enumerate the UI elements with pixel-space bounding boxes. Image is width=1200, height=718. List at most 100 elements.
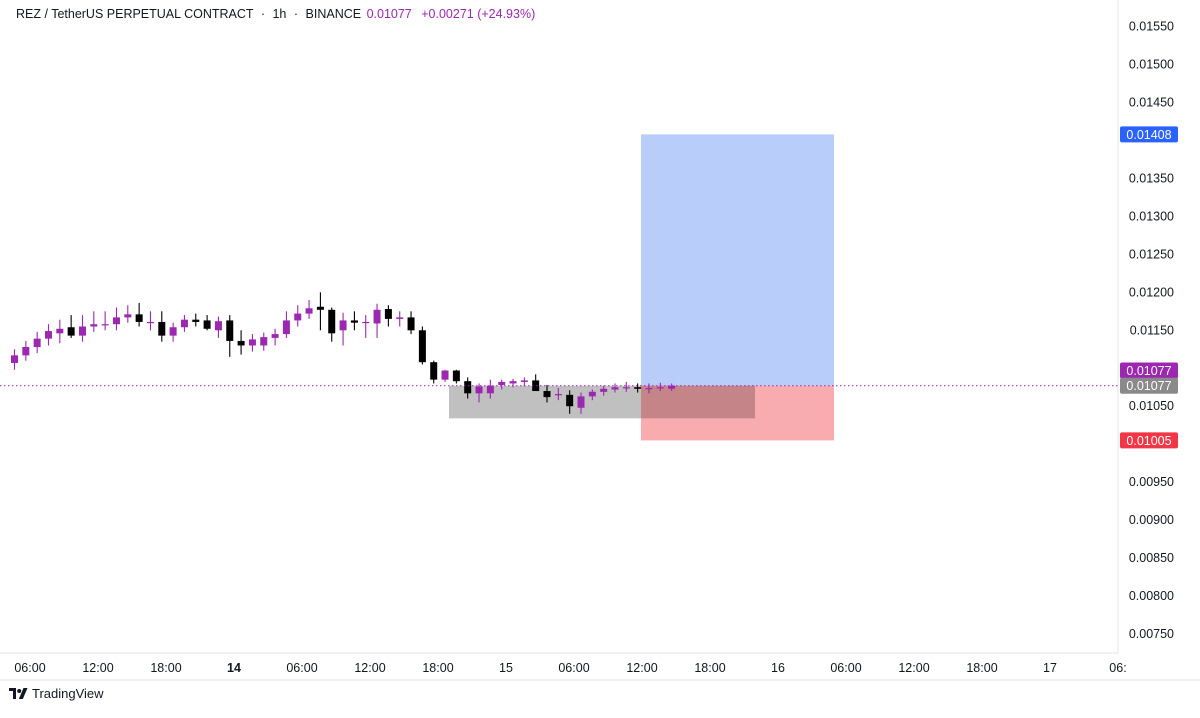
candle[interactable] <box>430 360 438 384</box>
candle[interactable] <box>67 315 75 338</box>
target-price-badge-bg <box>1120 126 1178 143</box>
tradingview-branding[interactable]: TradingView <box>9 686 104 701</box>
exchange-label: BINANCE <box>305 7 362 21</box>
candle[interactable] <box>260 332 268 351</box>
x-tick-label: 06:00 <box>830 661 861 675</box>
candle[interactable] <box>180 315 188 332</box>
candle[interactable] <box>124 305 132 323</box>
x-tick-label: 06: <box>1109 661 1126 675</box>
x-tick-label: 12:00 <box>82 661 113 675</box>
candle[interactable] <box>396 311 404 327</box>
target-price-badge-text: 0.01408 <box>1126 128 1171 142</box>
candle[interactable] <box>452 369 460 384</box>
candle-body <box>407 317 415 331</box>
candle[interactable] <box>373 303 381 338</box>
stop-price-badge-text: 0.01005 <box>1126 434 1171 448</box>
x-tick-label: 06:00 <box>558 661 589 675</box>
candle[interactable] <box>192 313 200 327</box>
y-tick-label: 0.01150 <box>1130 323 1174 337</box>
candle[interactable] <box>33 331 41 354</box>
stop-price-badge: 0.01005 <box>1120 432 1178 449</box>
candle[interactable] <box>271 328 279 346</box>
candle[interactable] <box>135 302 143 327</box>
position-loss-zone[interactable] <box>641 385 834 441</box>
candle[interactable] <box>668 383 676 392</box>
candle-body <box>554 394 562 396</box>
candle[interactable] <box>611 383 619 393</box>
candle[interactable] <box>305 299 313 319</box>
candle-body <box>475 386 483 394</box>
candle[interactable] <box>146 311 154 331</box>
candle-body <box>169 327 177 336</box>
candle[interactable] <box>282 311 290 338</box>
candle[interactable] <box>294 305 302 327</box>
candle[interactable] <box>656 382 664 392</box>
candle[interactable] <box>339 312 347 346</box>
candle-body <box>180 319 188 328</box>
candle[interactable] <box>577 392 585 414</box>
candle[interactable] <box>645 383 653 394</box>
candle[interactable] <box>44 324 52 346</box>
y-tick-label: 0.01500 <box>1129 58 1174 72</box>
candle[interactable] <box>169 322 177 342</box>
candle-body <box>328 309 336 334</box>
candle[interactable] <box>22 340 30 361</box>
separator-dot: · <box>293 7 299 21</box>
candle-body <box>645 388 653 390</box>
candle[interactable] <box>328 307 336 342</box>
candle[interactable] <box>214 316 222 338</box>
x-tick-label: 16 <box>771 661 785 675</box>
candle[interactable] <box>237 330 245 355</box>
candle[interactable] <box>475 383 483 403</box>
symbol-name[interactable]: REZ / TetherUS PERPETUAL CONTRACT <box>16 7 254 21</box>
candle[interactable] <box>634 383 642 393</box>
candle[interactable] <box>316 292 324 331</box>
candle[interactable] <box>350 311 358 331</box>
candle[interactable] <box>520 377 528 387</box>
position-profit-zone[interactable] <box>641 134 834 386</box>
candle[interactable] <box>78 315 86 342</box>
candle[interactable] <box>101 311 109 331</box>
candle-body <box>294 313 302 321</box>
candle[interactable] <box>11 349 18 370</box>
candle-body <box>362 321 370 324</box>
candle-body <box>11 355 18 363</box>
candle-body <box>430 362 438 380</box>
candle[interactable] <box>566 390 574 414</box>
candle-body <box>203 320 211 329</box>
candle-body <box>135 314 143 322</box>
candle[interactable] <box>362 315 370 338</box>
candle[interactable] <box>226 315 234 357</box>
candle[interactable] <box>464 377 472 399</box>
candle[interactable] <box>588 389 596 401</box>
candle-body <box>656 387 664 389</box>
x-tick-label: 18:00 <box>694 661 725 675</box>
candle[interactable] <box>203 315 211 331</box>
interval-label[interactable]: 1h <box>272 7 287 21</box>
x-tick-label: 12:00 <box>626 661 657 675</box>
candle[interactable] <box>248 334 256 352</box>
candle[interactable] <box>554 388 562 401</box>
x-tick-label: 12:00 <box>354 661 385 675</box>
candle[interactable] <box>486 379 494 399</box>
candle[interactable] <box>384 305 392 327</box>
candle[interactable] <box>407 311 415 335</box>
x-tick-label: 14 <box>227 661 241 675</box>
candle[interactable] <box>441 369 449 382</box>
candle[interactable] <box>112 307 120 331</box>
candle[interactable] <box>543 384 551 403</box>
candle[interactable] <box>622 381 630 392</box>
candle[interactable] <box>418 326 426 365</box>
y-tick-label: 0.00950 <box>1129 475 1174 489</box>
symbol-header[interactable]: REZ / TetherUS PERPETUAL CONTRACT · 1h ·… <box>16 7 535 21</box>
candle[interactable] <box>600 385 608 396</box>
candle[interactable] <box>90 311 98 332</box>
y-tick-label: 0.01250 <box>1129 247 1174 261</box>
candle[interactable] <box>158 311 166 342</box>
candle[interactable] <box>498 379 506 390</box>
candle[interactable] <box>532 374 540 392</box>
candle-body <box>532 380 540 392</box>
candle[interactable] <box>56 319 64 344</box>
